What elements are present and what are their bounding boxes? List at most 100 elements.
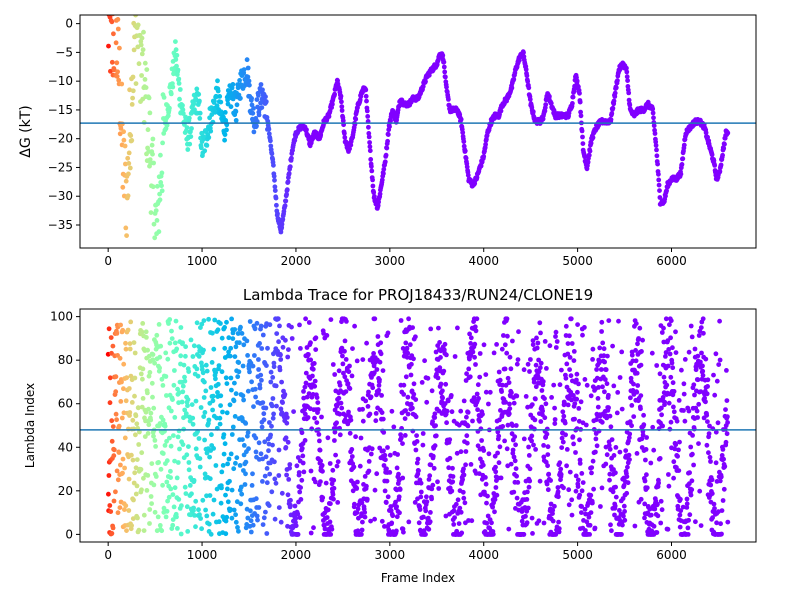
lambda-point [350, 488, 356, 494]
lambda-point [598, 504, 603, 509]
delta-g-point [347, 146, 352, 152]
lambda-point [496, 369, 502, 375]
lambda-point [725, 519, 731, 525]
lambda-point [537, 365, 543, 371]
lambda-point [544, 431, 550, 437]
lambda-point [506, 526, 512, 532]
lambda-point [258, 372, 264, 378]
lambda-point [493, 485, 499, 490]
lambda-point [253, 394, 258, 400]
delta-g-point [250, 110, 256, 116]
lambda-point [157, 354, 163, 360]
delta-g-point [462, 148, 468, 154]
lambda-point [315, 407, 321, 412]
lambda-point [602, 389, 607, 395]
delta-g-point [228, 104, 234, 110]
delta-g-point [130, 74, 136, 80]
delta-g-x-tick-label: 2000 [281, 254, 312, 268]
lambda-point [655, 484, 661, 489]
lambda-point [693, 519, 698, 525]
delta-g-point [117, 45, 122, 51]
lambda-point [613, 494, 619, 500]
lambda-x-tick-label: 6000 [656, 548, 687, 562]
lambda-point [260, 522, 266, 527]
lambda-point [661, 325, 666, 331]
delta-g-point [266, 126, 272, 132]
lambda-point [490, 531, 496, 537]
lambda-point [164, 458, 170, 464]
lambda-point [724, 431, 730, 437]
delta-g-point [108, 68, 113, 74]
delta-g-point [339, 99, 344, 105]
lambda-point [709, 477, 715, 483]
delta-g-y-tick-label: −30 [48, 189, 73, 203]
lambda-point [611, 383, 617, 389]
lambda-point [323, 480, 329, 486]
lambda-point [196, 354, 202, 359]
lambda-point [525, 489, 530, 495]
delta-g-point [125, 155, 131, 161]
delta-g-point [156, 252, 161, 257]
lambda-point [693, 367, 699, 373]
lambda-point [327, 461, 333, 466]
lambda-point [151, 433, 156, 439]
delta-g-point [653, 139, 659, 145]
lambda-point [562, 400, 567, 406]
lambda-point [372, 516, 377, 522]
delta-g-point [461, 139, 467, 145]
lambda-point [562, 420, 568, 426]
lambda-point [198, 516, 204, 521]
lambda-point [401, 382, 407, 388]
lambda-point [617, 449, 623, 455]
lambda-point [403, 408, 408, 413]
delta-g-point [272, 184, 278, 190]
lambda-point [661, 374, 667, 380]
delta-g-point [725, 130, 731, 136]
lambda-point [536, 518, 542, 524]
lambda-point [218, 321, 223, 326]
delta-g-point [570, 94, 576, 100]
lambda-point [236, 528, 241, 534]
lambda-point [499, 346, 505, 352]
lambda-point [218, 403, 224, 408]
delta-g-point [580, 134, 585, 140]
lambda-point [182, 374, 187, 380]
lambda-point [407, 342, 413, 348]
lambda-point [260, 332, 266, 338]
lambda-point [156, 322, 162, 327]
delta-g-point [524, 73, 530, 79]
lambda-point [129, 400, 135, 405]
lambda-point [279, 379, 284, 385]
delta-g-point [209, 112, 215, 117]
lambda-point [373, 411, 379, 416]
lambda-point [110, 424, 116, 429]
lambda-point [577, 492, 583, 498]
lambda-point [424, 499, 430, 505]
lambda-point [259, 424, 265, 430]
lambda-point [268, 369, 274, 375]
lambda-point [713, 429, 719, 435]
lambda-point [468, 462, 474, 467]
lambda-point [335, 500, 341, 505]
lambda-point [542, 396, 547, 401]
lambda-point [414, 460, 420, 466]
lambda-point [657, 371, 663, 377]
lambda-point [305, 415, 311, 420]
lambda-point [577, 437, 582, 443]
lambda-point [117, 355, 123, 361]
lambda-point [342, 338, 348, 344]
delta-g-point [114, 60, 120, 66]
lambda-point [120, 470, 125, 476]
lambda-point [414, 433, 419, 438]
lambda-point [344, 319, 349, 324]
lambda-point [235, 525, 240, 530]
lambda-point [496, 433, 502, 439]
delta-g-point [197, 110, 203, 116]
lambda-point [172, 368, 177, 373]
lambda-point [619, 349, 625, 355]
lambda-point [156, 460, 162, 465]
lambda-point [355, 528, 361, 534]
lambda-point [528, 357, 533, 362]
lambda-point [405, 411, 411, 417]
lambda-point [111, 498, 117, 504]
